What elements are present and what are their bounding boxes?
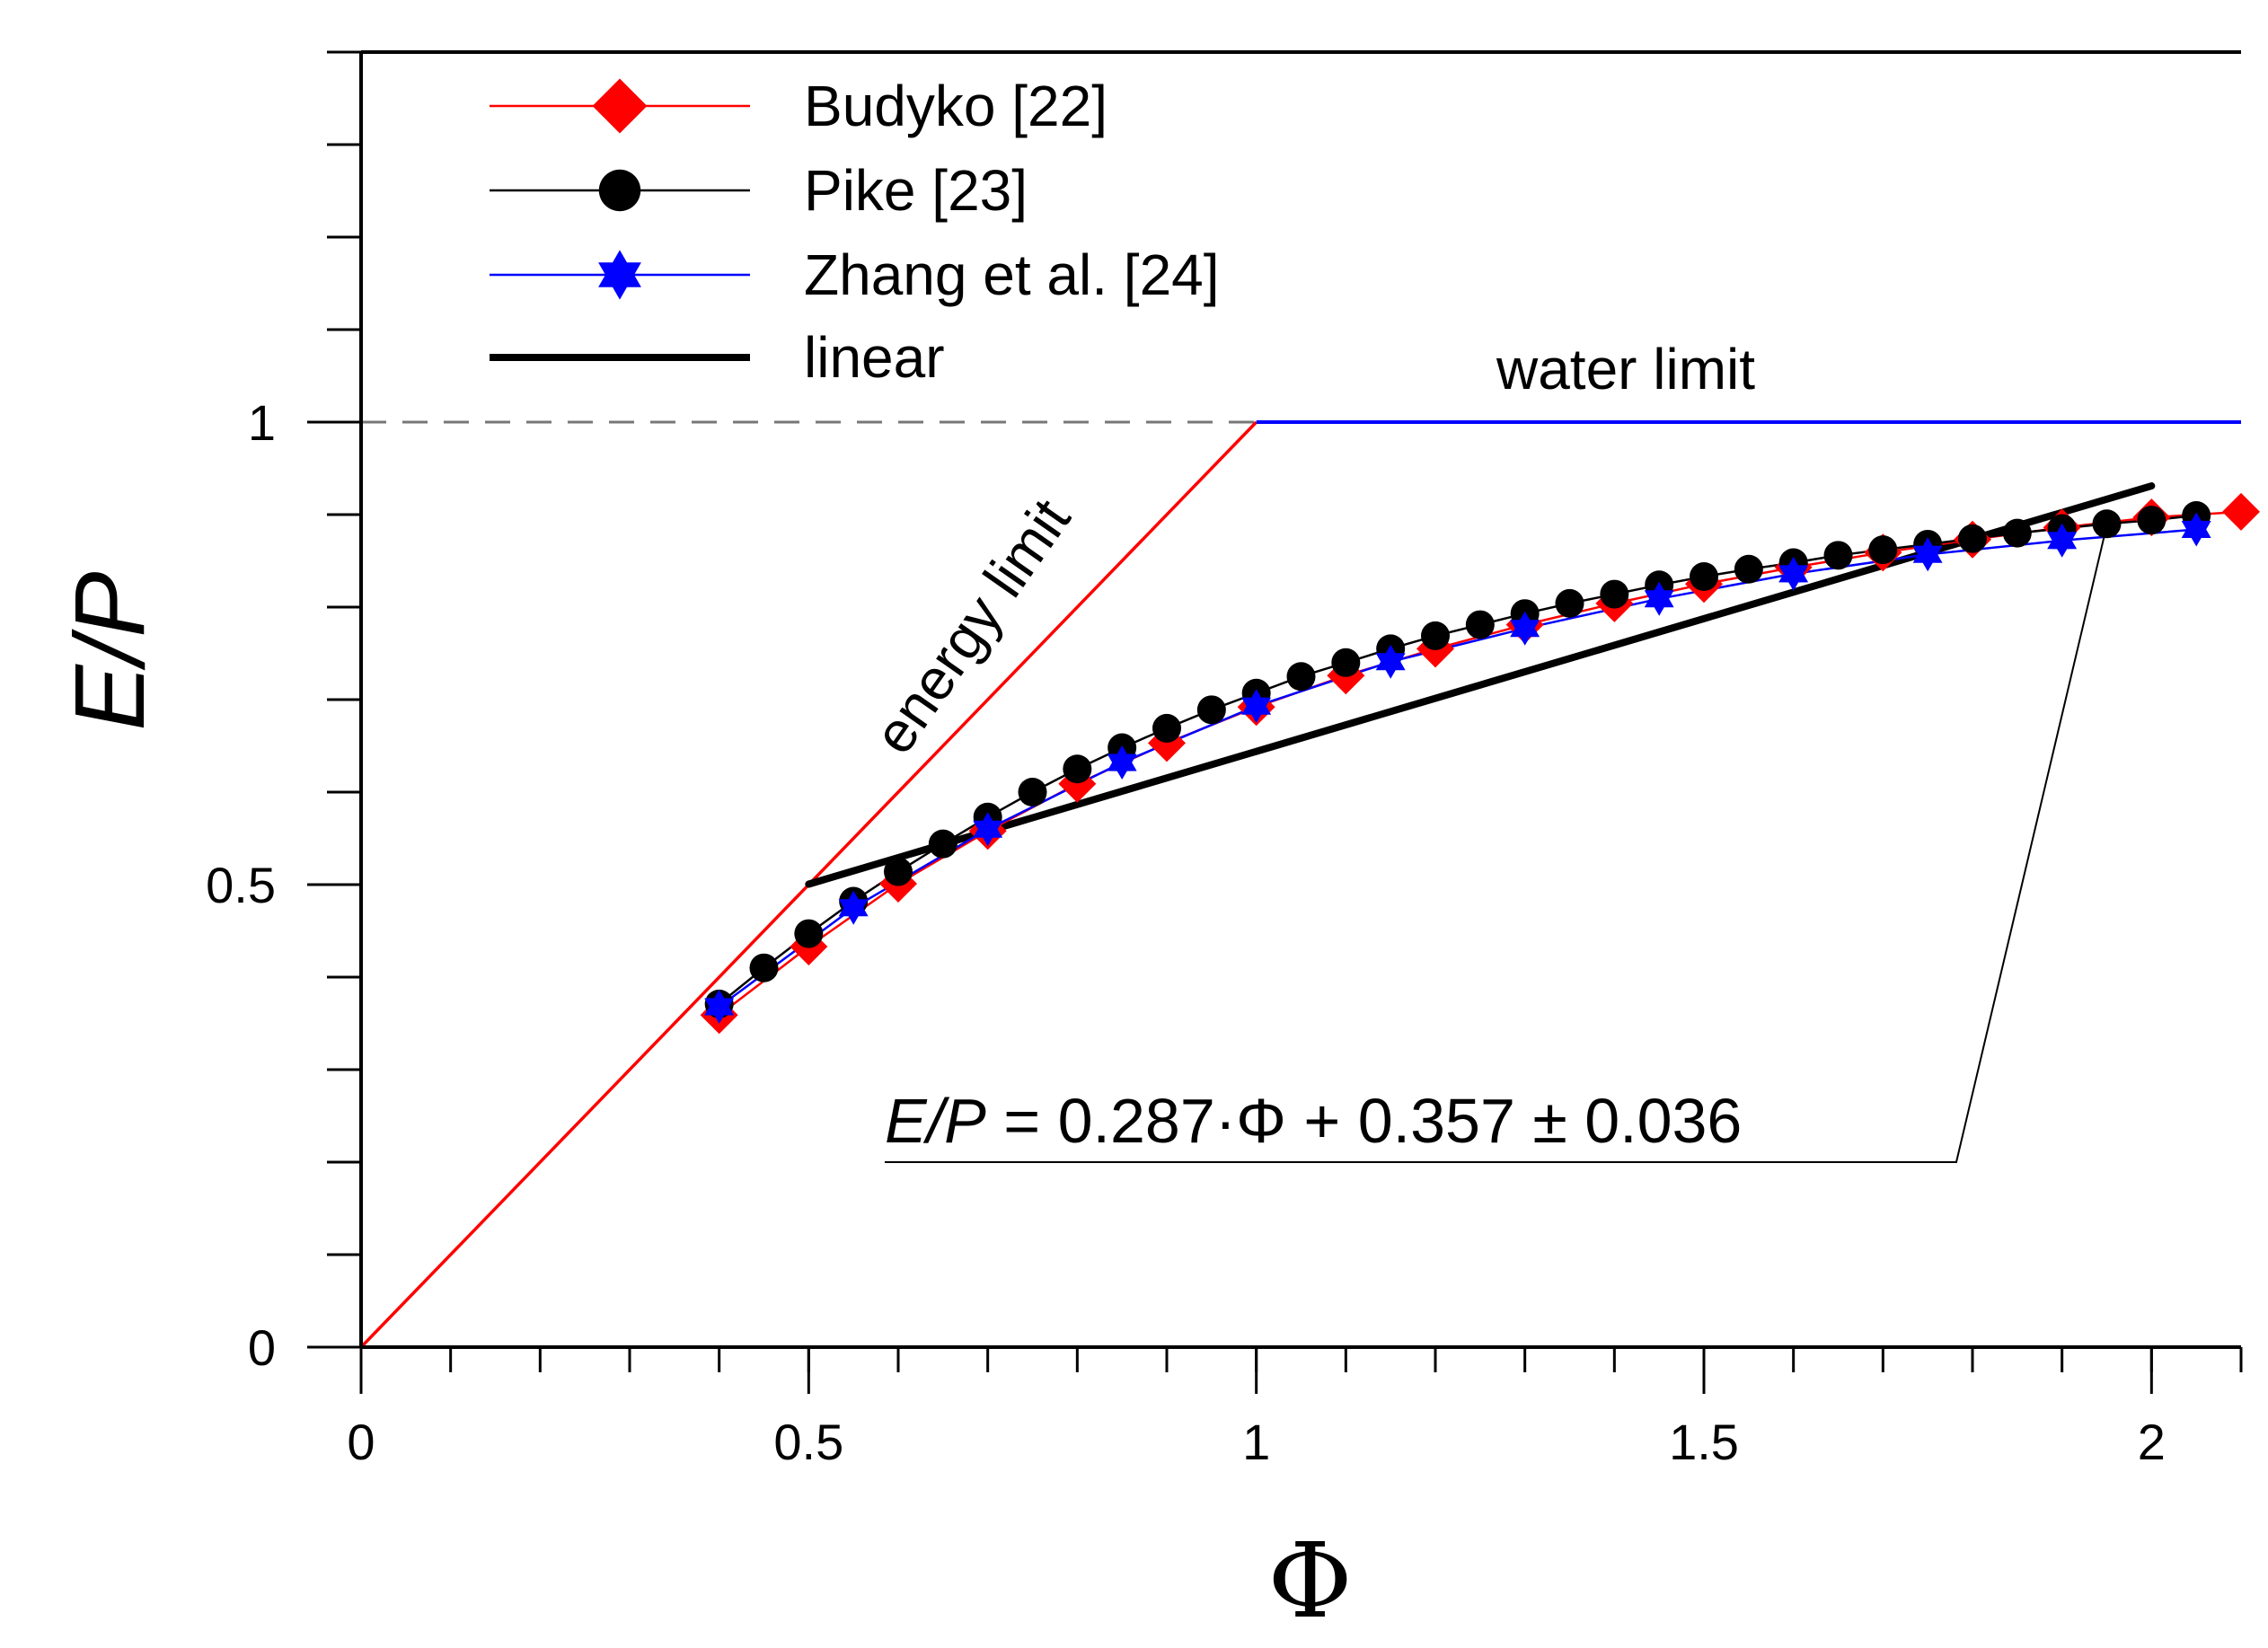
x-tick-label: 2 xyxy=(2138,1414,2166,1470)
legend-linear-label: linear xyxy=(804,325,945,390)
zhang-point xyxy=(973,812,1003,847)
pike-point xyxy=(794,919,824,948)
pike-point xyxy=(1018,778,1047,806)
y-axis-title: E/P xyxy=(55,571,165,730)
pike-series-line xyxy=(718,514,2197,1005)
x-tick-label: 0 xyxy=(347,1414,375,1470)
legend-zhang-marker xyxy=(598,250,641,300)
pike-point xyxy=(1690,562,1718,592)
pike-point xyxy=(2137,506,2167,535)
energy-limit-label: energy limit xyxy=(861,488,1083,766)
zhang-point xyxy=(838,890,869,925)
x-tick-label: 0.5 xyxy=(773,1414,843,1470)
zhang-point xyxy=(2047,523,2078,558)
budyko-series-line xyxy=(718,510,2242,1017)
pike-point xyxy=(1465,610,1495,639)
pike-point xyxy=(1734,554,1763,584)
regression-equation: E/P = 0.287·Φ + 0.357 ± 0.036 xyxy=(885,1086,1742,1156)
zhang-series-line xyxy=(718,528,2197,1009)
pike-point xyxy=(1823,541,1853,570)
legend-pike-marker xyxy=(598,169,641,212)
y-tick-label: 0.5 xyxy=(206,857,276,913)
equation-rhs: = 0.287·Φ + 0.357 ± 0.036 xyxy=(986,1086,1743,1156)
pike-point xyxy=(749,953,779,983)
pike-point xyxy=(884,857,913,886)
x-tick-label: 1 xyxy=(1242,1414,1270,1470)
zhang-point xyxy=(1241,689,1272,724)
pike-point xyxy=(1331,648,1361,677)
pike-point xyxy=(1600,579,1629,609)
pike-point xyxy=(1152,713,1181,743)
pike-point xyxy=(1286,662,1316,692)
pike-point xyxy=(1958,524,1987,553)
plot-area xyxy=(359,420,2260,1349)
zhang-point xyxy=(1107,745,1137,780)
pike-point xyxy=(2002,518,2032,548)
x-axis-title: Φ xyxy=(1267,1521,1352,1642)
legend-budyko-marker xyxy=(592,78,648,134)
legend-zhang-label: Zhang et al. [24] xyxy=(804,242,1220,307)
zhang-point xyxy=(704,990,735,1024)
axes: 0 0.5 1 1.5 2 0 0.5 1 xyxy=(206,50,2243,1470)
pike-point xyxy=(1868,535,1898,565)
equation-leader-line xyxy=(885,524,2108,1163)
budyko-point xyxy=(2222,492,2260,531)
pike-point xyxy=(1421,621,1450,650)
y-tick-label: 1 xyxy=(248,394,276,451)
pike-point xyxy=(2092,509,2122,539)
legend: Budyko [22] Pike [23] Zhang et al. [24] lin… xyxy=(490,74,1220,390)
equation-lhs: E/P xyxy=(885,1086,986,1156)
pike-point xyxy=(1555,588,1584,618)
legend-budyko-label: Budyko [22] xyxy=(804,74,1108,138)
zhang-point xyxy=(1912,537,1943,572)
pike-point xyxy=(1196,695,1226,725)
pike-point xyxy=(928,829,958,859)
water-limit-label: water limit xyxy=(1496,337,1755,401)
y-tick-label: 0 xyxy=(248,1319,276,1376)
x-tick-label: 1.5 xyxy=(1669,1414,1739,1470)
zhang-point xyxy=(1375,644,1406,679)
zhang-point xyxy=(1778,556,1809,591)
pike-point xyxy=(1063,754,1092,784)
zhang-point xyxy=(2181,512,2211,547)
zhang-point xyxy=(1644,581,1674,616)
legend-pike-label: Pike [23] xyxy=(804,158,1028,223)
zhang-point xyxy=(1510,611,1540,646)
